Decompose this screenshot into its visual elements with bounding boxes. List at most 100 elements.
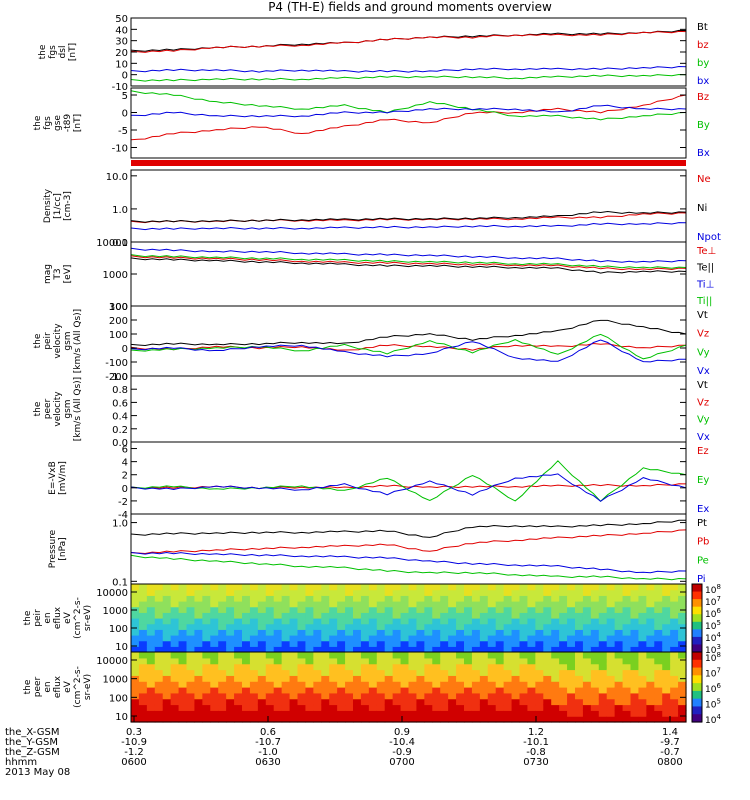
colorbar-segment: [692, 606, 702, 615]
spectrogram-cell: [178, 612, 188, 619]
spectrogram-cell: [392, 618, 402, 625]
spectrogram-cell: [416, 698, 425, 706]
spectrogram-cell: [138, 698, 148, 706]
spectrogram-cell: [384, 716, 394, 723]
spectrogram-cell: [582, 606, 592, 613]
spectrogram-cell: [210, 692, 219, 700]
legend-entry-Bx: Bx: [697, 148, 710, 159]
spectrogram-cell: [376, 640, 386, 647]
spectrogram-cell: [170, 635, 180, 642]
spectrogram-cell: [646, 601, 655, 608]
spectrogram-cell: [186, 704, 196, 711]
spectrogram-cell: [281, 646, 291, 653]
spectrogram-cell: [289, 589, 299, 596]
spectrogram-cell: [170, 675, 180, 682]
spectrogram-cell: [575, 606, 584, 613]
spectrogram-cell: [162, 640, 172, 647]
spectrogram-cell: [598, 704, 608, 711]
spectrogram-cell: [400, 663, 410, 671]
spectrogram-cell: [456, 618, 465, 625]
series-line-Npot: [130, 222, 687, 231]
spectrogram-cell: [614, 652, 624, 659]
spectrogram-cell: [503, 646, 513, 653]
spectrogram-cell: [448, 663, 457, 671]
spectrogram-cell: [305, 618, 314, 625]
spectrogram-cell: [392, 716, 402, 723]
spectrogram-cell: [432, 589, 441, 596]
spectrogram-cell: [281, 652, 291, 659]
spectrogram-cell: [662, 640, 671, 647]
spectrogram-cell: [281, 612, 291, 619]
series-line-Vt: [130, 319, 687, 347]
spectrogram-cell: [368, 687, 378, 694]
spectrogram-cell: [551, 710, 560, 717]
spectrogram-cell: [400, 675, 410, 682]
spectrogram-cell: [575, 669, 584, 676]
spectrogram-cell: [416, 635, 425, 642]
spectrogram-cell: [321, 612, 330, 619]
spectrogram-cell: [353, 704, 362, 711]
spectrogram-cell: [416, 652, 425, 659]
colorbar-segment: [692, 675, 702, 684]
spectrogram-cell: [559, 657, 568, 665]
spectrogram-cell: [614, 618, 624, 625]
spectrogram-cell: [392, 612, 402, 619]
spectrogram-cell: [630, 584, 640, 591]
spectrogram-cell: [360, 646, 370, 653]
spectrogram-cell: [464, 652, 473, 659]
spectrogram-cell: [638, 635, 647, 642]
spectrogram-cell: [329, 692, 338, 700]
spectrogram-cell: [416, 612, 425, 619]
spectrogram-cell: [226, 601, 235, 608]
spectrogram-cell: [535, 675, 544, 682]
spectrogram-cell: [614, 692, 624, 700]
spectrogram-cell: [424, 698, 433, 706]
spectrogram-cell: [646, 681, 655, 688]
spectrogram-cell: [400, 646, 410, 653]
spectrogram-cell: [622, 698, 632, 706]
spectrogram-cell: [273, 681, 283, 688]
spectrogram-cell: [353, 663, 362, 671]
spectrogram-cell: [281, 692, 291, 700]
spectrogram-cell: [368, 589, 378, 596]
spectrogram-cell: [456, 652, 465, 659]
spectrogram-cell: [662, 629, 671, 636]
x-tick-label-hhmm: 0630: [255, 757, 280, 768]
spectrogram-cell: [273, 663, 283, 671]
spectrogram-cell: [487, 716, 497, 723]
spectrogram-cell: [273, 589, 283, 596]
spectrogram-cell: [384, 669, 394, 676]
spectrogram-cell: [670, 646, 679, 653]
spectrogram-cell: [178, 606, 188, 613]
spectrogram-cell: [313, 704, 322, 711]
spectrogram-cell: [345, 612, 354, 619]
spectrogram-cell: [210, 606, 219, 613]
spectrogram-cell: [242, 640, 251, 647]
spectrogram-cell: [416, 640, 425, 647]
spectrogram-cell: [202, 710, 211, 717]
spectrogram-cell: [186, 716, 196, 723]
spectrogram-cell: [654, 652, 663, 659]
spectrogram-cell: [646, 612, 655, 619]
spectrogram-cell: [297, 704, 307, 711]
spectrogram-cell: [670, 612, 679, 619]
spectrogram-cell: [154, 595, 164, 602]
spectrogram-cell: [575, 635, 584, 642]
y-tick-label: 4: [122, 458, 128, 469]
spectrogram-cell: [249, 606, 259, 613]
spectrogram-cell: [678, 669, 687, 676]
spectrogram-cell: [226, 589, 235, 596]
spectrogram-cell: [297, 663, 307, 671]
spectrogram-cell: [281, 716, 291, 723]
spectrogram-cell: [638, 710, 647, 717]
spectrogram-cell: [186, 623, 196, 630]
spectrogram-cell: [202, 716, 211, 723]
spectrogram-cell: [424, 589, 433, 596]
colorbar-segment: [692, 591, 702, 600]
spectrogram-cell: [138, 606, 148, 613]
spectrogram-cell: [154, 675, 164, 682]
spectrogram-cell: [146, 646, 156, 653]
